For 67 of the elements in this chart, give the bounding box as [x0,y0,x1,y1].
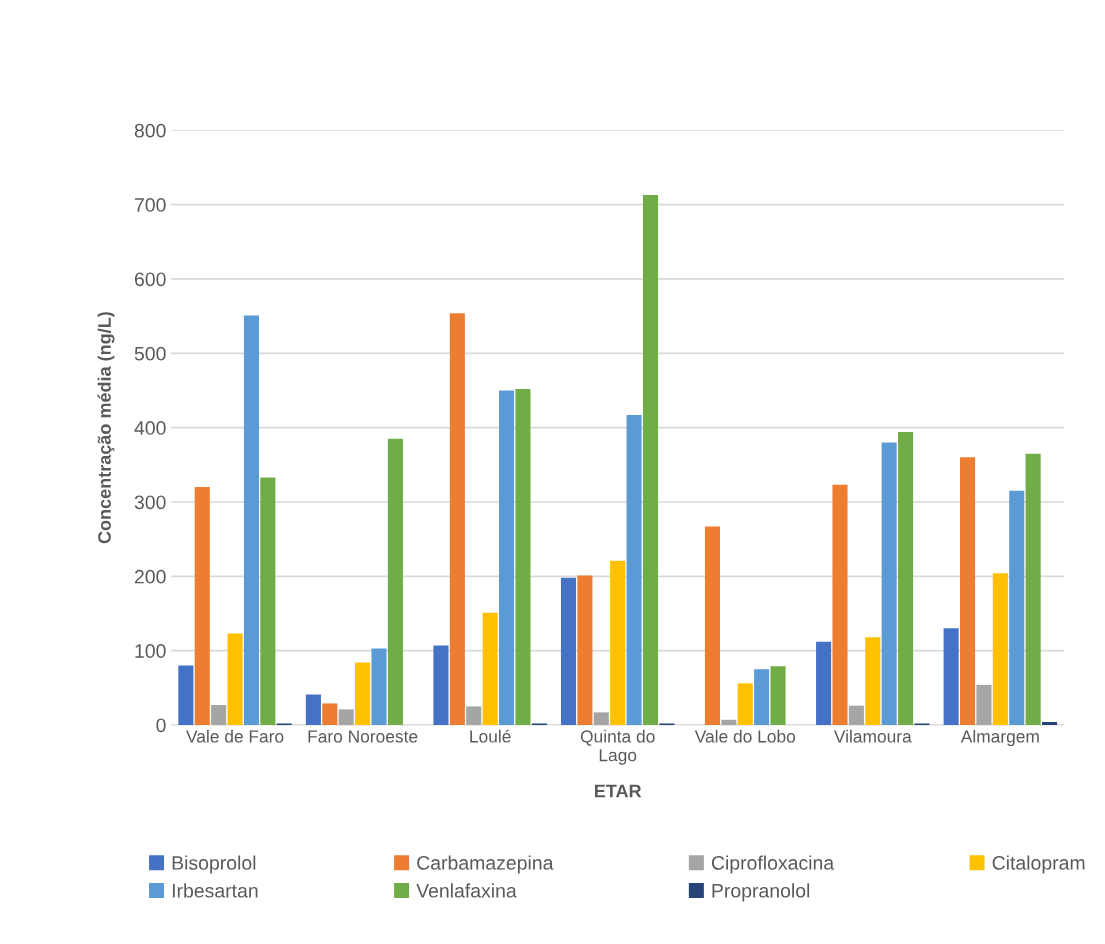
bar [194,487,210,725]
bar [178,665,194,725]
bar [737,683,753,725]
bar [260,477,276,725]
bar [832,484,848,725]
y-tick-label: 500 [134,346,166,361]
bar [355,662,371,725]
bar [211,704,227,725]
bar [992,573,1008,725]
y-tick-label: 200 [134,569,166,584]
bar [322,703,338,725]
bar [881,442,897,725]
x-tick-label: Quinta do Lago [580,729,655,765]
y-tick-label: 700 [134,198,166,212]
bar [976,684,992,725]
bar [227,633,243,725]
bar [721,719,737,725]
legend-label: Bisoprolol [172,855,256,874]
y-tick-label: 600 [134,272,166,287]
bar [610,560,626,725]
y-tick-label: 400 [134,421,166,435]
bar [626,414,642,725]
legend-label: Irbesartan [172,883,258,898]
bar [704,526,720,725]
bar [560,577,577,725]
x-tick-label: Loulé [470,729,511,743]
bar [515,388,531,725]
x-tick-label: Faro Noroeste [308,730,418,743]
y-tick-label: 0 [156,718,166,733]
bar [848,705,864,725]
x-tick-label: Vale do Lobo [694,729,796,743]
bar [243,315,259,725]
bar [387,438,403,725]
bar [466,706,482,725]
bar [1009,490,1025,725]
bar [1041,722,1058,725]
bar [577,575,593,725]
bar [960,457,976,725]
x-tick-label: Vilamoura [833,729,912,743]
bar [593,712,609,725]
x-tick-label: Almargem [960,729,1039,747]
bar [499,390,515,725]
legend-label: Ciprofloxacina [711,855,835,874]
y-tick-label: 100 [135,644,166,658]
y-tick-label: 800 [134,123,166,138]
bar [482,612,498,725]
legend-label: Propranolol [712,883,810,902]
x-axis-title: ETAR [594,784,642,798]
bar [338,709,354,725]
bar [754,669,770,725]
y-tick-label: 300 [134,495,166,510]
bar [865,637,881,725]
bar [371,648,387,725]
y-axis-title: Concentração média (ng/L) [97,312,115,544]
x-tick-label: Vale de Faro [186,729,284,743]
bar [433,645,449,725]
legend-label: Carbamazepina [417,855,554,874]
bar [898,432,914,725]
bar [943,628,959,725]
bar [642,194,659,725]
bar [305,694,321,725]
legend-label: Citalopram [992,855,1085,874]
bar [816,641,832,725]
bar [770,666,786,725]
bar [449,313,465,725]
legend-label: Venlafaxina [416,883,517,898]
bar [1025,453,1041,725]
